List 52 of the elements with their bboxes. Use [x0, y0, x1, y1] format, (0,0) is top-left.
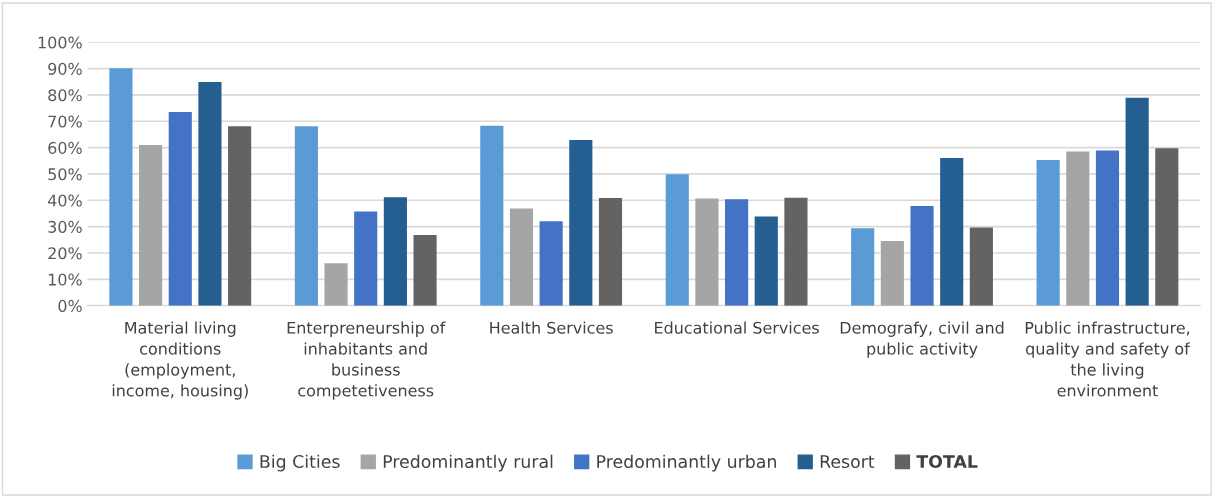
- y-tick-label: 90%: [48, 62, 82, 75]
- y-tick-label: 30%: [48, 220, 82, 233]
- bar: [880, 241, 904, 306]
- x-tick-label: Demografy, civil and public activity: [840, 321, 1004, 358]
- bar: [598, 197, 623, 306]
- x-tick-label: Public infrastructure, quality and safety of the living environment: [1025, 321, 1191, 397]
- bar: [413, 235, 437, 306]
- legend-label: Predominantly urban: [597, 454, 776, 472]
- bar: [509, 208, 534, 306]
- bar: [725, 199, 749, 306]
- bar: [139, 144, 163, 306]
- bar: [324, 263, 348, 306]
- bar: [294, 126, 318, 306]
- bar: [354, 211, 378, 306]
- bar: [784, 197, 808, 306]
- x-tick-label: Material living conditions (employment, income, housing): [112, 321, 248, 400]
- y-tick-label: 60%: [48, 141, 82, 154]
- bar: [1095, 150, 1120, 306]
- bar: [910, 206, 934, 306]
- bar: [228, 126, 252, 306]
- bar: [109, 68, 133, 306]
- legend-label: Big Cities: [260, 454, 340, 472]
- legend-label: TOTAL: [916, 454, 978, 469]
- bar: [851, 228, 875, 306]
- bar: [539, 221, 563, 306]
- bar: [695, 198, 719, 306]
- legend-label: Predominantly rural: [383, 454, 553, 472]
- y-tick-label: 10%: [48, 273, 82, 286]
- bar: [198, 82, 222, 306]
- bar: [665, 174, 689, 306]
- bar: [1125, 97, 1149, 306]
- bar: [940, 157, 964, 306]
- x-tick-label: Educational Services: [655, 321, 819, 334]
- x-tick-label: Health Services: [490, 321, 613, 334]
- bar: [569, 139, 593, 306]
- bar: [1155, 148, 1179, 306]
- y-tick-label: 40%: [47, 194, 82, 207]
- bar: [1066, 151, 1090, 306]
- y-tick-label: 20%: [48, 247, 82, 260]
- bar: [383, 197, 407, 306]
- bar: [969, 227, 993, 306]
- y-tick-label: 50%: [48, 168, 82, 181]
- legend-label: Resort: [820, 455, 875, 469]
- bar: [168, 112, 192, 306]
- y-tick-label: 80%: [48, 89, 82, 102]
- bar: [754, 216, 778, 306]
- y-tick-label: 100%: [38, 36, 82, 49]
- y-tick-label: 0%: [58, 299, 82, 312]
- x-tick-label: Enterpreneurship of inhabitants and business competetiveness: [287, 321, 446, 400]
- bar: [480, 125, 504, 306]
- bar: [1036, 159, 1060, 306]
- y-tick-label: 70%: [48, 115, 82, 128]
